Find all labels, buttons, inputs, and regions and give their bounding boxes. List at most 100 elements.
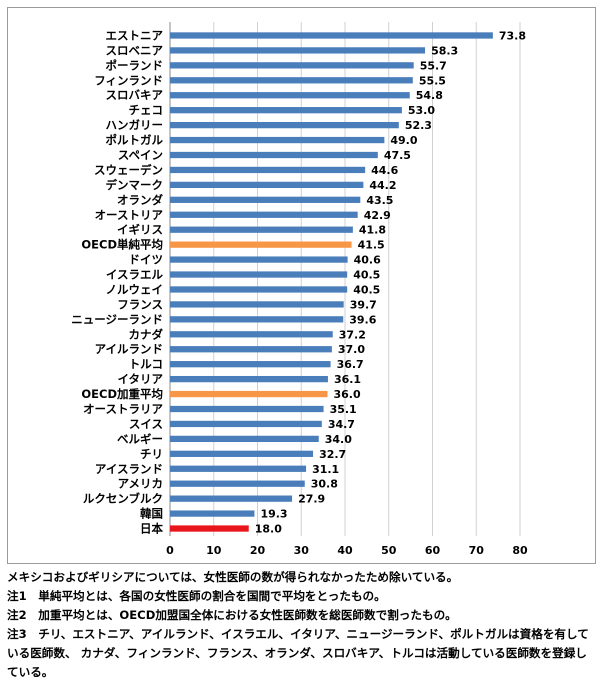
x-tick-label: 70 <box>469 544 485 557</box>
data-label: 40.5 <box>353 269 380 282</box>
data-label: 39.7 <box>350 298 377 311</box>
data-label: 37.2 <box>339 328 366 341</box>
data-label: 40.5 <box>353 283 380 296</box>
x-tick-label: 20 <box>250 544 266 557</box>
data-label: 44.6 <box>371 164 398 177</box>
category-label: 韓国 <box>140 507 163 521</box>
data-label: 47.5 <box>384 149 411 162</box>
category-label: トルコ <box>129 357 163 371</box>
bar <box>170 107 402 114</box>
category-label: オーストリア <box>95 208 164 222</box>
bar <box>170 405 324 413</box>
category-label: オーストラリア <box>83 402 163 416</box>
category-label: デンマーク <box>106 178 164 192</box>
bar <box>170 47 426 54</box>
data-label: 42.9 <box>364 209 391 222</box>
data-label: 34.7 <box>328 418 355 431</box>
bar <box>170 301 344 308</box>
category-label: ハンガリー <box>106 118 164 132</box>
bar <box>170 480 305 487</box>
category-label: イギリス <box>117 223 163 237</box>
data-label: 35.1 <box>330 403 357 416</box>
x-tick-label: 40 <box>337 544 353 557</box>
bar <box>170 361 331 368</box>
category-label: スペイン <box>118 148 163 162</box>
note-2: 注2 加重平均とは、OECD加盟国全体における女性医師数を総医師数で割ったもの。 <box>7 608 457 622</box>
bar <box>170 166 366 174</box>
note-3: 注3 チリ、エストニア、アイルランド、イスラエル、イタリア、ニュージーランド、ポ… <box>7 627 589 679</box>
note-exclusion: メキシコおよびギリシアについては、女性医師の数が得られなかったため除いている。 <box>7 570 459 584</box>
category-label: アイスランド <box>95 462 163 476</box>
bar <box>170 241 352 248</box>
data-label: 43.5 <box>366 194 393 207</box>
bar <box>170 271 348 278</box>
bar <box>170 211 358 218</box>
data-label: 27.9 <box>298 493 325 506</box>
bar <box>170 375 328 383</box>
data-label: 36.0 <box>334 388 361 401</box>
category-label: チェコ <box>129 103 164 117</box>
category-label: フランス <box>117 297 163 311</box>
chart-frame: 0 10 20 30 40 50 60 70 80 エストニア 73.8 スロベニア 58.3 ポーランド… <box>7 7 596 564</box>
bar <box>170 136 385 144</box>
data-label: 55.5 <box>419 74 446 87</box>
data-label: 32.7 <box>319 448 346 461</box>
bar <box>170 196 361 203</box>
bar <box>170 181 364 189</box>
bar <box>170 77 413 84</box>
bar <box>170 316 344 323</box>
data-label: 18.0 <box>255 523 282 536</box>
category-label: ベルギー <box>117 432 163 446</box>
data-label: 54.8 <box>416 89 443 102</box>
bar <box>170 121 399 129</box>
data-label: 31.1 <box>312 463 339 476</box>
category-label: アメリカ <box>118 477 163 491</box>
footnotes: メキシコおよびギリシアについては、女性医師の数が得られなかったため除いている。 … <box>7 568 597 682</box>
bar <box>170 510 255 517</box>
category-label: ニュージーランド <box>71 312 163 326</box>
category-label: カナダ <box>129 327 164 341</box>
data-label: 58.3 <box>431 44 458 57</box>
data-label: 37.0 <box>338 343 365 356</box>
data-label: 53.0 <box>408 104 435 117</box>
data-label: 40.6 <box>354 254 381 267</box>
data-label: 36.1 <box>334 373 361 386</box>
bar <box>170 62 414 69</box>
category-label: OECD単純平均 <box>81 238 163 252</box>
bar <box>170 420 322 428</box>
bar <box>170 331 333 338</box>
bar <box>170 151 378 159</box>
bar <box>170 390 328 398</box>
bar <box>170 495 293 502</box>
data-label: 41.5 <box>358 239 385 252</box>
x-tick-label: 0 <box>166 544 174 557</box>
bar <box>170 92 410 99</box>
data-label: 73.8 <box>499 29 526 42</box>
category-label: スイス <box>129 417 163 431</box>
category-label: スロベニア <box>106 43 164 57</box>
category-label: エストニア <box>106 28 164 42</box>
data-label: 39.6 <box>349 313 376 326</box>
category-label: 日本 <box>140 522 163 536</box>
data-label: 19.3 <box>260 508 287 521</box>
category-label: ルクセンブルク <box>83 492 163 506</box>
category-label: ポーランド <box>106 58 164 72</box>
bar <box>170 435 319 443</box>
bar <box>170 286 348 293</box>
category-label: ドイツ <box>129 253 164 267</box>
category-label: アイルランド <box>95 342 163 356</box>
data-label: 55.7 <box>420 59 447 72</box>
data-label: 52.3 <box>405 119 432 132</box>
bar <box>170 465 307 472</box>
category-label: OECD加重平均 <box>81 387 163 401</box>
category-label: フィンランド <box>94 73 163 87</box>
bar <box>170 226 353 233</box>
bar <box>170 32 493 39</box>
bar-chart: 0 10 20 30 40 50 60 70 80 エストニア 73.8 スロベニア 58.3 ポーランド… <box>71 22 528 557</box>
bar <box>170 346 332 353</box>
x-tick-label: 80 <box>512 544 528 557</box>
data-label: 34.0 <box>325 433 352 446</box>
note-1: 注1 単純平均とは、各国の女性医師の割合を国間で平均をとったもの。 <box>7 589 386 603</box>
category-label: スロバキア <box>106 88 164 102</box>
category-label: スウェーデン <box>94 163 163 177</box>
